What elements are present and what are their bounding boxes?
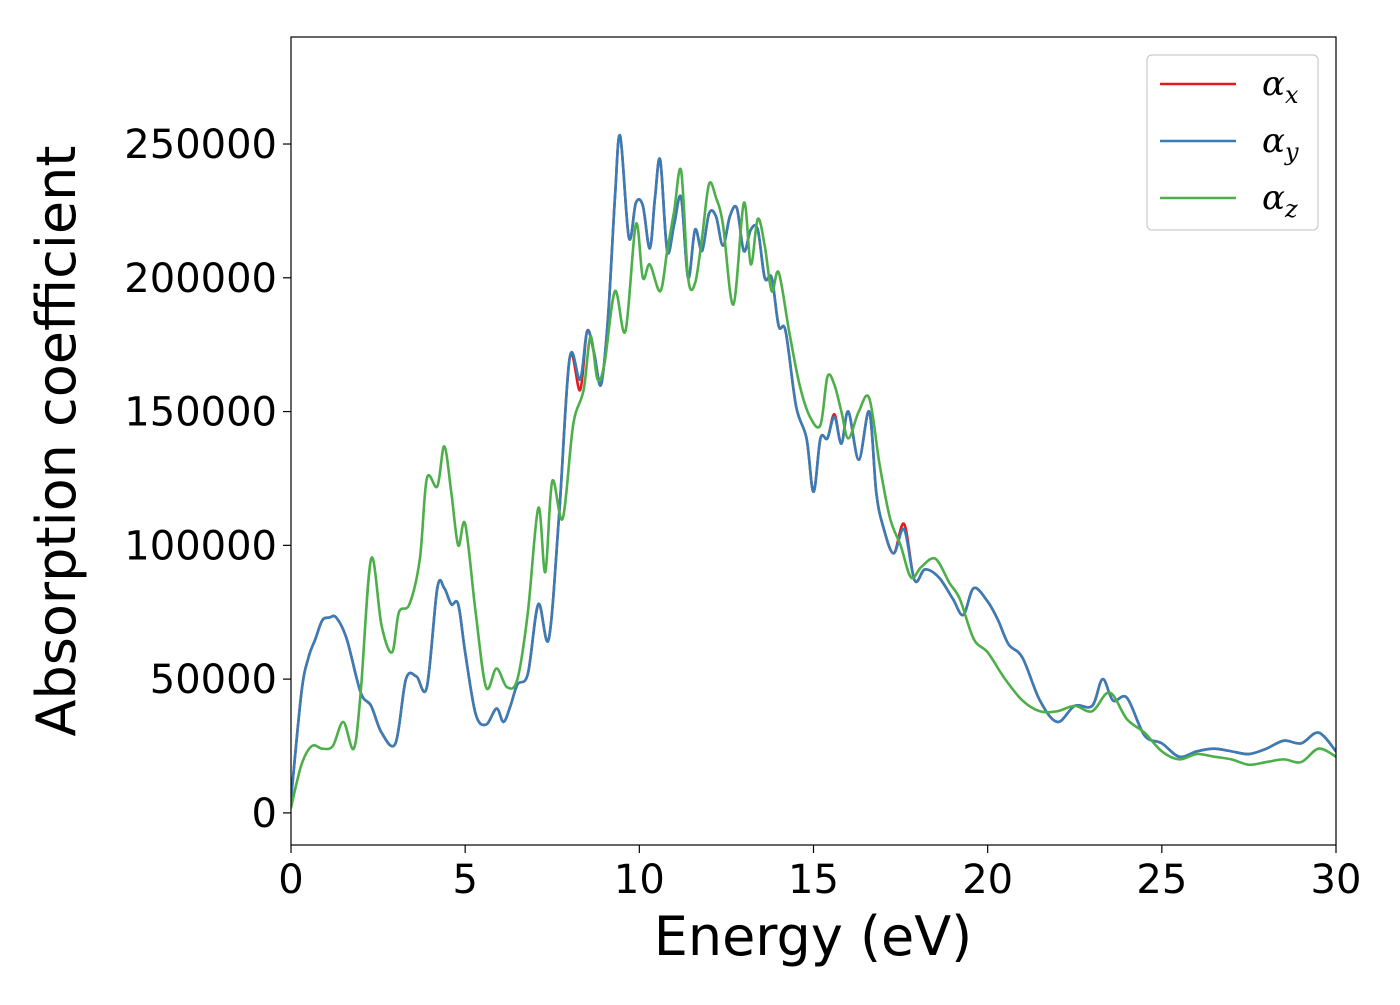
x-tick-label: 30 [1311, 857, 1362, 903]
x-tick-label: 5 [452, 857, 477, 903]
x-tick-label: 0 [278, 857, 303, 903]
x-tick-label: 10 [614, 857, 665, 903]
y-tick-label: 200000 [124, 256, 277, 302]
series-line-z [291, 167, 1336, 809]
legend-label-y: αy [1262, 121, 1299, 166]
legend-subscript-y: y [1284, 138, 1299, 166]
legend-subscript-z: z [1284, 195, 1298, 223]
x-tick-label: 25 [1136, 857, 1187, 903]
x-axis-label: Energy (eV) [654, 905, 973, 968]
y-tick-label: 150000 [124, 390, 277, 436]
y-tick-label: 100000 [124, 523, 277, 569]
y-tick-label: 0 [252, 791, 277, 837]
legend-subscript-x: x [1285, 81, 1299, 109]
legend-box [1146, 54, 1319, 231]
y-axis-label: Absorption coefficient [25, 146, 88, 737]
x-tick-label: 20 [962, 857, 1013, 903]
x-tick-label: 15 [788, 857, 839, 903]
series-line-y [291, 134, 1336, 801]
legend-label-x: αx [1262, 64, 1299, 109]
y-tick-label: 50000 [150, 657, 277, 703]
y-tick-label: 250000 [124, 122, 277, 168]
